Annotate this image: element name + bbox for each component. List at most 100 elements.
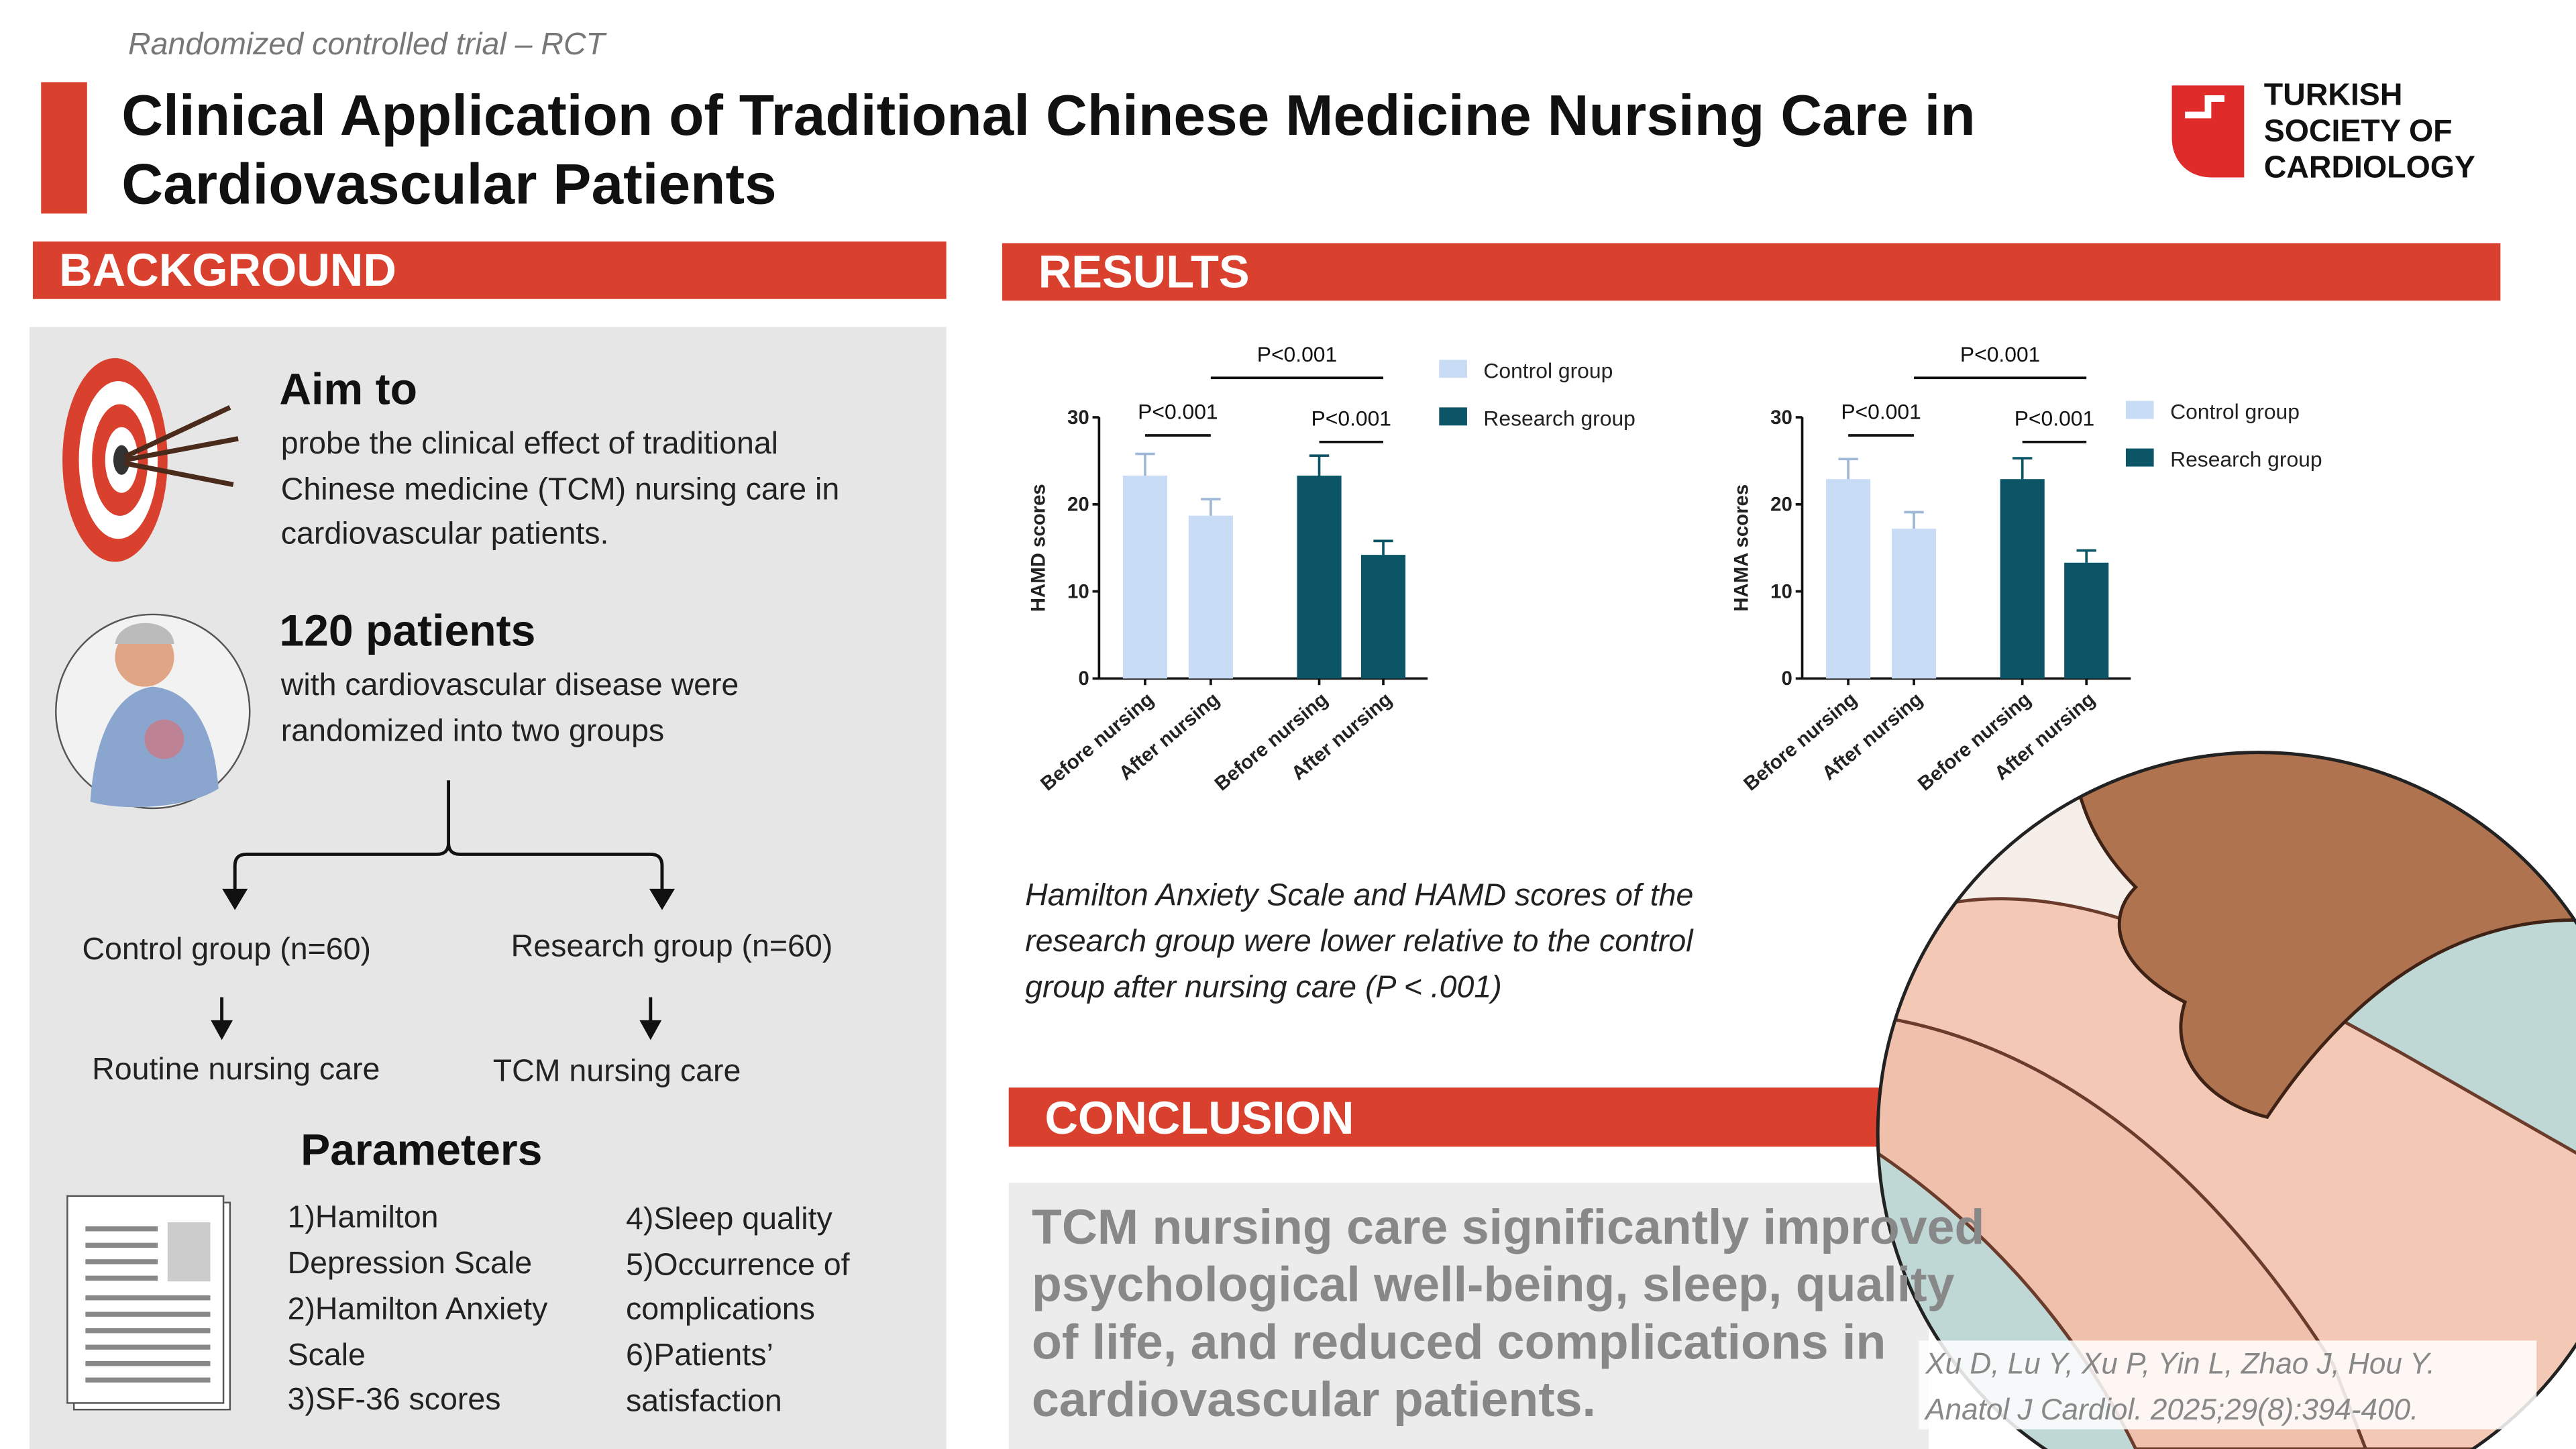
error-bar bbox=[2076, 549, 2096, 563]
legend-swatch bbox=[2125, 448, 2154, 467]
bar bbox=[1892, 529, 1937, 679]
error-bar bbox=[1904, 511, 1924, 529]
patient-icon bbox=[55, 613, 251, 810]
conclusion-text: of life, and reduced complications in bbox=[1032, 1313, 1886, 1369]
legend-label: Control group bbox=[2170, 399, 2300, 423]
significance-label: P<0.001 bbox=[2015, 406, 2094, 430]
group-name: Control group (n=60) bbox=[82, 931, 371, 966]
legend-label: Control group bbox=[1483, 358, 1613, 382]
doc-lines bbox=[85, 1226, 211, 1383]
significance-label: P<0.001 bbox=[1138, 399, 1218, 423]
legend-label: Research group bbox=[2170, 447, 2322, 472]
aim-title: Aim to bbox=[279, 364, 417, 414]
title-accent bbox=[41, 82, 87, 214]
citation: Anatol J Cardiol. 2025;29(8):394-400. bbox=[1923, 1393, 2418, 1426]
icon-pain bbox=[144, 719, 184, 759]
parameter: 4)Sleep quality bbox=[626, 1201, 833, 1236]
target-icon bbox=[62, 358, 239, 562]
aim-text: probe the clinical effect of traditional bbox=[281, 425, 778, 460]
error-bar bbox=[1309, 454, 1330, 476]
legend-swatch bbox=[2125, 400, 2154, 419]
error-bar bbox=[2012, 457, 2033, 480]
logo: TURKISH SOCIETY OF CARDIOLOGY bbox=[2171, 77, 2475, 184]
caption: Hamilton Anxiety Scale and HAMD scores o… bbox=[1025, 877, 1693, 912]
title: Cardiovascular Patients bbox=[121, 152, 776, 217]
conclusion-text: psychological well-being, sleep, quality bbox=[1032, 1256, 1955, 1312]
group-name: Research group (n=60) bbox=[511, 928, 833, 963]
significance-label: P<0.001 bbox=[1841, 399, 1921, 423]
parameter: 3)SF-36 scores bbox=[288, 1381, 501, 1416]
y-axis-label: HAMA scores bbox=[1731, 484, 1753, 612]
doc-image bbox=[167, 1222, 211, 1282]
parameter: satisfaction bbox=[626, 1383, 782, 1418]
aim-text: cardiovascular patients. bbox=[281, 516, 609, 551]
x-tick-label: Before nursing bbox=[1739, 688, 1861, 796]
logo-heart bbox=[2171, 85, 2245, 178]
aim-text: Chinese medicine (TCM) nursing care in bbox=[281, 471, 839, 506]
parameter: Scale bbox=[288, 1337, 366, 1372]
bar bbox=[2000, 479, 2045, 679]
caption: research group were lower relative to th… bbox=[1025, 923, 1694, 958]
parameter: 2)Hamilton Anxiety bbox=[288, 1291, 549, 1326]
bar bbox=[2064, 562, 2109, 679]
citation-bg bbox=[1919, 1340, 2537, 1430]
logo-line bbox=[2185, 95, 2224, 119]
flow-lines bbox=[211, 780, 675, 1040]
conclusion-text: TCM nursing care significantly improved bbox=[1032, 1199, 1984, 1254]
bar bbox=[1297, 476, 1342, 679]
y-axis-label: HAMD scores bbox=[1028, 484, 1050, 612]
icon-hair bbox=[115, 623, 174, 644]
illustration-clip bbox=[1878, 752, 2576, 1449]
y-tick-label: 30 bbox=[1770, 407, 1792, 429]
flow-arrowheads bbox=[211, 1020, 662, 1040]
parameter: Depression Scale bbox=[288, 1245, 533, 1280]
heading-bar bbox=[1002, 243, 2501, 301]
conclusion-text: cardiovascular patients. bbox=[1032, 1371, 1596, 1427]
y-tick-label: 20 bbox=[1067, 494, 1089, 516]
significance-label: P<0.001 bbox=[1960, 342, 2040, 366]
error-bar bbox=[1838, 458, 1858, 480]
bar bbox=[1188, 515, 1233, 679]
parameters-title: Parameters bbox=[301, 1125, 542, 1175]
logo-text: TURKISH bbox=[2264, 77, 2403, 112]
y-tick-label: 10 bbox=[1770, 580, 1792, 602]
heading-bar bbox=[32, 241, 947, 299]
patients-text: randomized into two groups bbox=[281, 712, 664, 747]
y-tick-label: 0 bbox=[1781, 667, 1792, 690]
y-tick-label: 20 bbox=[1770, 494, 1792, 516]
x-tick-label: Before nursing bbox=[1210, 688, 1332, 796]
flow-line bbox=[447, 843, 664, 896]
y-tick-label: 0 bbox=[1078, 667, 1089, 690]
document-icon bbox=[66, 1195, 231, 1411]
group-care: TCM nursing care bbox=[493, 1053, 741, 1087]
bar bbox=[1826, 479, 1871, 679]
error-bar bbox=[1373, 539, 1393, 555]
bar bbox=[1360, 555, 1406, 679]
parameter: complications bbox=[626, 1291, 815, 1326]
logo-text: SOCIETY OF bbox=[2264, 113, 2453, 148]
legend-label: Research group bbox=[1483, 406, 1635, 430]
citation: Xu D, Lu Y, Xu P, Yin L, Zhao J, Hou Y. bbox=[1925, 1347, 2435, 1380]
legend-swatch bbox=[1439, 407, 1467, 426]
massage-illustration bbox=[1876, 751, 2576, 1449]
y-tick-label: 10 bbox=[1067, 580, 1089, 602]
conclusion-panel bbox=[1008, 1183, 1929, 1449]
illustration-border bbox=[1876, 751, 2576, 1449]
heading: RESULTS bbox=[1038, 246, 1250, 298]
error-bar bbox=[1135, 452, 1155, 476]
legend-swatch bbox=[1439, 360, 1467, 378]
y-tick-label: 30 bbox=[1067, 407, 1089, 429]
heading: BACKGROUND bbox=[59, 244, 396, 296]
patients-title: 120 patients bbox=[279, 606, 535, 655]
arrows bbox=[123, 405, 239, 488]
title: Clinical Application of Traditional Chin… bbox=[121, 83, 1976, 148]
x-tick-label: Before nursing bbox=[1914, 688, 2035, 796]
bar bbox=[1122, 476, 1167, 679]
heading-bar bbox=[1008, 1087, 1906, 1147]
heading: CONCLUSION bbox=[1045, 1092, 1354, 1144]
